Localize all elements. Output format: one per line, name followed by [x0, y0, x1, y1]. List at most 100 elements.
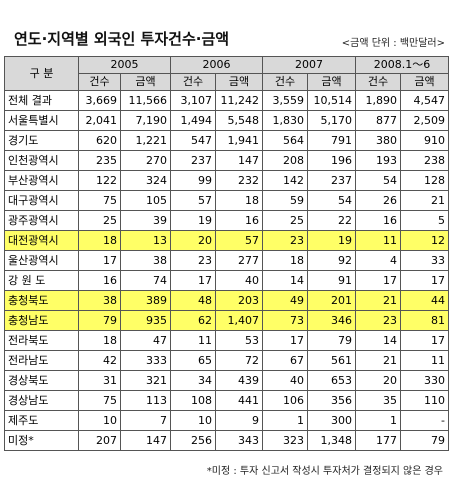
corner-cell: 구 분 [4, 56, 79, 91]
value-cell: 620 [78, 130, 121, 151]
value-cell: 26 [355, 190, 401, 211]
year-header: 2006 [170, 56, 263, 74]
table-row: 부산광역시 122 324 99 232 142 237 54 128 [4, 170, 449, 191]
value-cell: 7 [120, 410, 171, 431]
value-cell: 57 [215, 230, 263, 251]
table-row: 대전광역시 18 13 20 57 23 19 11 12 [4, 230, 449, 251]
region-cell: 경상남도 [4, 390, 79, 411]
value-cell: 75 [78, 390, 121, 411]
value-cell: 54 [355, 170, 401, 191]
table-row: 울산광역시 17 38 23 277 18 92 4 33 [4, 250, 449, 271]
value-cell: 11 [170, 330, 216, 351]
value-cell: 196 [307, 150, 356, 171]
value-cell: 54 [307, 190, 356, 211]
value-cell: 1,221 [120, 130, 171, 151]
value-cell: 1,348 [307, 430, 356, 451]
value-cell: 17 [400, 330, 449, 351]
value-cell: 23 [355, 310, 401, 331]
region-cell: 서울특별시 [4, 110, 79, 131]
table-row: 미정* 207 147 256 343 323 1,348 177 79 [4, 430, 449, 451]
value-cell: 910 [400, 130, 449, 151]
footnote: *미정 : 투자 신고서 작성시 투자처가 결정되지 않은 경우 [206, 466, 443, 477]
value-cell: 277 [215, 250, 263, 271]
value-cell: 323 [262, 430, 308, 451]
value-cell: 13 [120, 230, 171, 251]
value-cell: 193 [355, 150, 401, 171]
value-cell: 232 [215, 170, 263, 191]
table-row: 충청남도 79 935 62 1,407 73 346 23 81 [4, 310, 449, 331]
value-cell: 35 [355, 390, 401, 411]
value-cell: 877 [355, 110, 401, 131]
value-cell: 256 [170, 430, 216, 451]
value-cell: 237 [170, 150, 216, 171]
value-cell: 389 [120, 290, 171, 311]
value-cell: 439 [215, 370, 263, 391]
value-cell: 92 [307, 250, 356, 271]
value-cell: 17 [262, 330, 308, 351]
value-cell: 9 [215, 410, 263, 431]
region-cell: 전라남도 [4, 350, 79, 371]
table-row: 충청북도 38 389 48 203 49 201 21 44 [4, 290, 449, 311]
value-cell: 53 [215, 330, 263, 351]
value-cell: 238 [400, 150, 449, 171]
header-row: 구 분 2005 2006 2007 2008.1～6 [4, 56, 449, 91]
value-cell: 122 [78, 170, 121, 191]
table-row: 전체 결과 3,669 11,566 3,107 11,242 3,559 10,514 1,… [4, 90, 449, 111]
value-cell: 1,941 [215, 130, 263, 151]
value-cell: 147 [120, 430, 171, 451]
region-cell: 인천광역시 [4, 150, 79, 171]
sub-header: 건수 [78, 73, 121, 91]
value-cell: 81 [400, 310, 449, 331]
region-cell: 부산광역시 [4, 170, 79, 191]
region-cell: 대전광역시 [4, 230, 79, 251]
value-cell: 791 [307, 130, 356, 151]
value-cell: 48 [170, 290, 216, 311]
value-cell: 62 [170, 310, 216, 331]
year-header: 2005 [78, 56, 171, 74]
value-cell: 561 [307, 350, 356, 371]
region-cell: 경기도 [4, 130, 79, 151]
value-cell: 73 [262, 310, 308, 331]
value-cell: 128 [400, 170, 449, 191]
value-cell: 270 [120, 150, 171, 171]
value-cell: 11,242 [215, 90, 263, 111]
sub-header: 건수 [262, 73, 308, 91]
value-cell: 74 [120, 270, 171, 291]
value-cell: 10 [170, 410, 216, 431]
region-cell: 강 원 도 [4, 270, 79, 291]
value-cell: 19 [170, 210, 216, 231]
value-cell: 147 [215, 150, 263, 171]
value-cell: 203 [215, 290, 263, 311]
table: 구 분 2005 2006 2007 2008.1～6 건수 금액 건수 금액 건수 금액 건수 금액 … [4, 56, 449, 451]
table-row: 경상북도 31 321 34 439 40 653 20 330 [4, 370, 449, 391]
region-cell: 울산광역시 [4, 250, 79, 271]
value-cell: 18 [215, 190, 263, 211]
value-cell: 18 [78, 330, 121, 351]
value-cell: 142 [262, 170, 308, 191]
value-cell: 65 [170, 350, 216, 371]
value-cell: 42 [78, 350, 121, 371]
region-cell: 전체 결과 [4, 90, 79, 111]
value-cell: 3,107 [170, 90, 216, 111]
value-cell: 1,890 [355, 90, 401, 111]
title: 연도·지역별 외국인 투자건수·금액 [14, 30, 230, 48]
value-cell: 21 [400, 190, 449, 211]
value-cell: 1,830 [262, 110, 308, 131]
value-cell: 47 [120, 330, 171, 351]
value-cell: 935 [120, 310, 171, 331]
region-cell: 대구광역시 [4, 190, 79, 211]
table-row: 제주도 10 7 10 9 1 300 1- [4, 410, 449, 431]
value-cell: 201 [307, 290, 356, 311]
value-cell: 17 [170, 270, 216, 291]
value-cell: 110 [400, 390, 449, 411]
value-cell: 23 [170, 250, 216, 271]
value-cell: 40 [215, 270, 263, 291]
value-cell: 3,669 [78, 90, 121, 111]
value-cell: 59 [262, 190, 308, 211]
table-row: 경상남도 75 113 108 441 106 356 35 110 [4, 390, 449, 411]
value-cell: 19 [307, 230, 356, 251]
value-cell: 20 [170, 230, 216, 251]
value-cell: 25 [262, 210, 308, 231]
region-cell: 광주광역시 [4, 210, 79, 231]
